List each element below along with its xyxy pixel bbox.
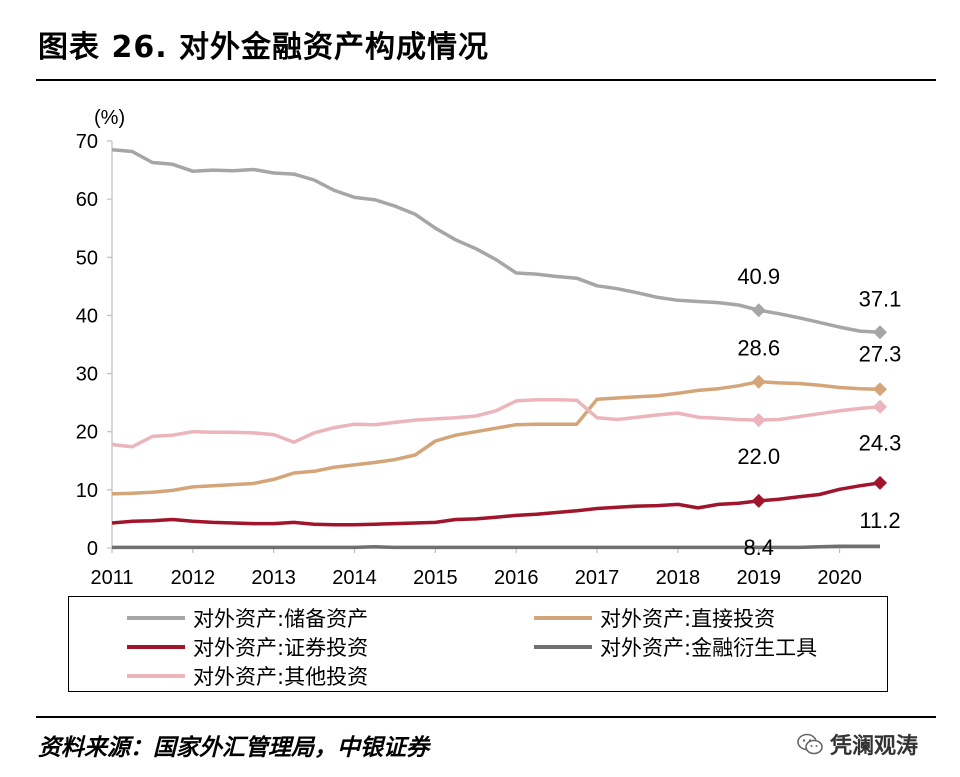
y-tick-label: 20	[76, 422, 98, 444]
data-label: 28.6	[737, 336, 780, 361]
data-label: 8.4	[743, 535, 774, 560]
title-rule	[36, 79, 936, 81]
legend-item-portfolio-investment: 对外资产:证券投资	[127, 632, 368, 662]
data-point-marker	[751, 303, 766, 318]
y-axis-unit-label: (%)	[94, 107, 125, 129]
y-tick-label: 0	[87, 538, 98, 560]
x-tick-label: 2012	[171, 567, 216, 589]
legend-swatch	[534, 616, 592, 620]
wechat-icon	[797, 733, 823, 755]
legend-swatch	[127, 674, 185, 678]
data-label: 40.9	[737, 264, 780, 289]
chart-title: 图表 26. 对外金融资产构成情况	[38, 30, 490, 65]
series-line	[111, 397, 881, 449]
x-tick-label: 2011	[90, 567, 133, 589]
y-tick-label: 40	[76, 305, 98, 327]
y-tick-label: 60	[76, 189, 98, 211]
x-tick-label: 2017	[575, 567, 620, 589]
line-chart: 0 10 20 30 40 50 60 70(%) 2011 2012 2013 2014 2015 20…	[76, 107, 902, 589]
data-point-marker	[751, 493, 766, 508]
data-point-marker	[873, 475, 887, 490]
series-line	[111, 379, 881, 496]
footer-rule	[36, 716, 936, 718]
legend-label: 对外资产:其他投资	[193, 665, 369, 689]
legend-item-direct-investment: 对外资产:直接投资	[534, 603, 775, 633]
data-label: 24.3	[859, 431, 902, 456]
data-label: 27.3	[859, 341, 902, 366]
legend-item-reserve-assets: 对外资产:储备资产	[127, 603, 368, 633]
legend-label: 对外资产:金融衍生工具	[600, 636, 818, 660]
data-point-marker	[751, 374, 766, 389]
legend-item-other-investment: 对外资产:其他投资	[127, 661, 368, 691]
legend-label: 对外资产:直接投资	[600, 607, 776, 631]
y-tick-label: 10	[76, 480, 98, 502]
series-line	[112, 544, 880, 550]
legend-item-financial-derivatives: 对外资产:金融衍生工具	[534, 632, 817, 662]
data-point-marker	[873, 382, 887, 397]
watermark-text: 凭澜观涛	[830, 734, 919, 759]
x-tick-label: 2016	[494, 567, 539, 589]
data-label: 37.1	[859, 286, 902, 311]
data-point-marker	[751, 413, 766, 428]
legend-swatch	[534, 645, 592, 649]
series-line	[111, 481, 881, 527]
x-tick-label: 2014	[332, 567, 377, 589]
data-label: 11.2	[859, 508, 900, 533]
source-note: 资料来源：国家外汇管理局，中银证券	[38, 735, 429, 761]
x-tick-label: 2020	[817, 567, 862, 589]
legend-label: 对外资产:证券投资	[193, 636, 369, 660]
chart-legend: 对外资产:储备资产 对外资产:直接投资 对外资产:证券投资 对外资产:金融衍生工…	[68, 596, 888, 692]
legend-swatch	[127, 645, 185, 649]
y-tick-label: 30	[76, 364, 98, 386]
watermark: 凭澜观涛	[796, 728, 918, 760]
x-tick-label: 2018	[656, 567, 701, 589]
data-label: 22.0	[737, 444, 780, 469]
data-point-marker	[873, 325, 887, 340]
data-point-marker	[873, 399, 887, 414]
series-line	[111, 147, 881, 335]
y-tick-label: 70	[76, 131, 98, 153]
chart-markers: 40.9 37.1 28.6 27.3 22.0 24.3 8.4 11.2	[737, 264, 901, 560]
x-tick-label: 2019	[736, 567, 781, 589]
x-tick-label: 2013	[251, 567, 296, 589]
y-tick-label: 50	[76, 247, 98, 269]
x-tick-label: 2015	[413, 567, 458, 589]
legend-label: 对外资产:储备资产	[193, 607, 369, 631]
legend-swatch	[127, 616, 185, 620]
